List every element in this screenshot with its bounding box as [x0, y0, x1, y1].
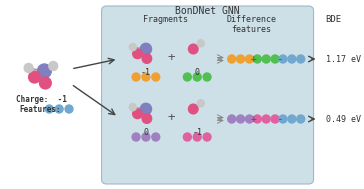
Text: 1.17 eV: 1.17 eV: [326, 54, 361, 64]
Circle shape: [46, 105, 53, 113]
Circle shape: [55, 105, 63, 113]
Text: +: +: [168, 111, 175, 123]
Circle shape: [245, 55, 253, 63]
Circle shape: [193, 133, 201, 141]
Text: Difference
features: Difference features: [226, 15, 276, 34]
Circle shape: [228, 55, 236, 63]
Circle shape: [203, 73, 211, 81]
Circle shape: [133, 109, 142, 119]
Text: -: -: [276, 114, 282, 124]
Circle shape: [152, 133, 160, 141]
Circle shape: [197, 40, 204, 47]
Circle shape: [297, 55, 305, 63]
Circle shape: [37, 64, 51, 78]
Text: Fragments: Fragments: [143, 15, 188, 24]
Text: -1: -1: [141, 68, 151, 77]
Circle shape: [132, 133, 140, 141]
Text: +: +: [250, 114, 256, 124]
Circle shape: [279, 115, 287, 123]
Circle shape: [39, 77, 51, 89]
Circle shape: [253, 115, 261, 123]
Circle shape: [140, 43, 151, 55]
Circle shape: [197, 100, 204, 107]
Text: BonDNet GNN: BonDNet GNN: [175, 6, 240, 16]
Circle shape: [142, 114, 152, 123]
Circle shape: [189, 104, 198, 114]
Circle shape: [129, 104, 136, 111]
Circle shape: [203, 133, 211, 141]
Circle shape: [297, 115, 305, 123]
Circle shape: [132, 73, 140, 81]
Circle shape: [29, 71, 40, 83]
Circle shape: [65, 105, 73, 113]
Circle shape: [262, 115, 270, 123]
Circle shape: [183, 73, 191, 81]
Circle shape: [271, 55, 279, 63]
Circle shape: [142, 54, 152, 63]
Circle shape: [140, 103, 151, 115]
Text: 0: 0: [195, 68, 200, 77]
Circle shape: [237, 55, 245, 63]
Circle shape: [129, 43, 136, 51]
Circle shape: [271, 115, 279, 123]
Circle shape: [253, 55, 261, 63]
Circle shape: [288, 55, 296, 63]
Circle shape: [228, 115, 236, 123]
Text: -: -: [276, 54, 282, 64]
Circle shape: [183, 133, 191, 141]
Circle shape: [237, 115, 245, 123]
Circle shape: [133, 49, 142, 59]
Text: +: +: [250, 54, 256, 64]
Circle shape: [279, 55, 287, 63]
Circle shape: [142, 73, 150, 81]
Circle shape: [49, 61, 58, 70]
Text: Features:: Features:: [20, 105, 62, 114]
Text: 0: 0: [143, 128, 149, 137]
Circle shape: [288, 115, 296, 123]
Circle shape: [193, 73, 201, 81]
Text: 0.49 eV: 0.49 eV: [326, 115, 361, 123]
Circle shape: [152, 73, 160, 81]
Text: -1: -1: [192, 128, 202, 137]
Text: +: +: [168, 50, 175, 64]
Circle shape: [189, 44, 198, 54]
Circle shape: [262, 55, 270, 63]
Circle shape: [142, 133, 150, 141]
Text: BDE: BDE: [325, 15, 341, 24]
Text: Charge:  -1: Charge: -1: [16, 94, 67, 104]
Circle shape: [245, 115, 253, 123]
FancyBboxPatch shape: [102, 6, 313, 184]
Circle shape: [24, 64, 33, 73]
